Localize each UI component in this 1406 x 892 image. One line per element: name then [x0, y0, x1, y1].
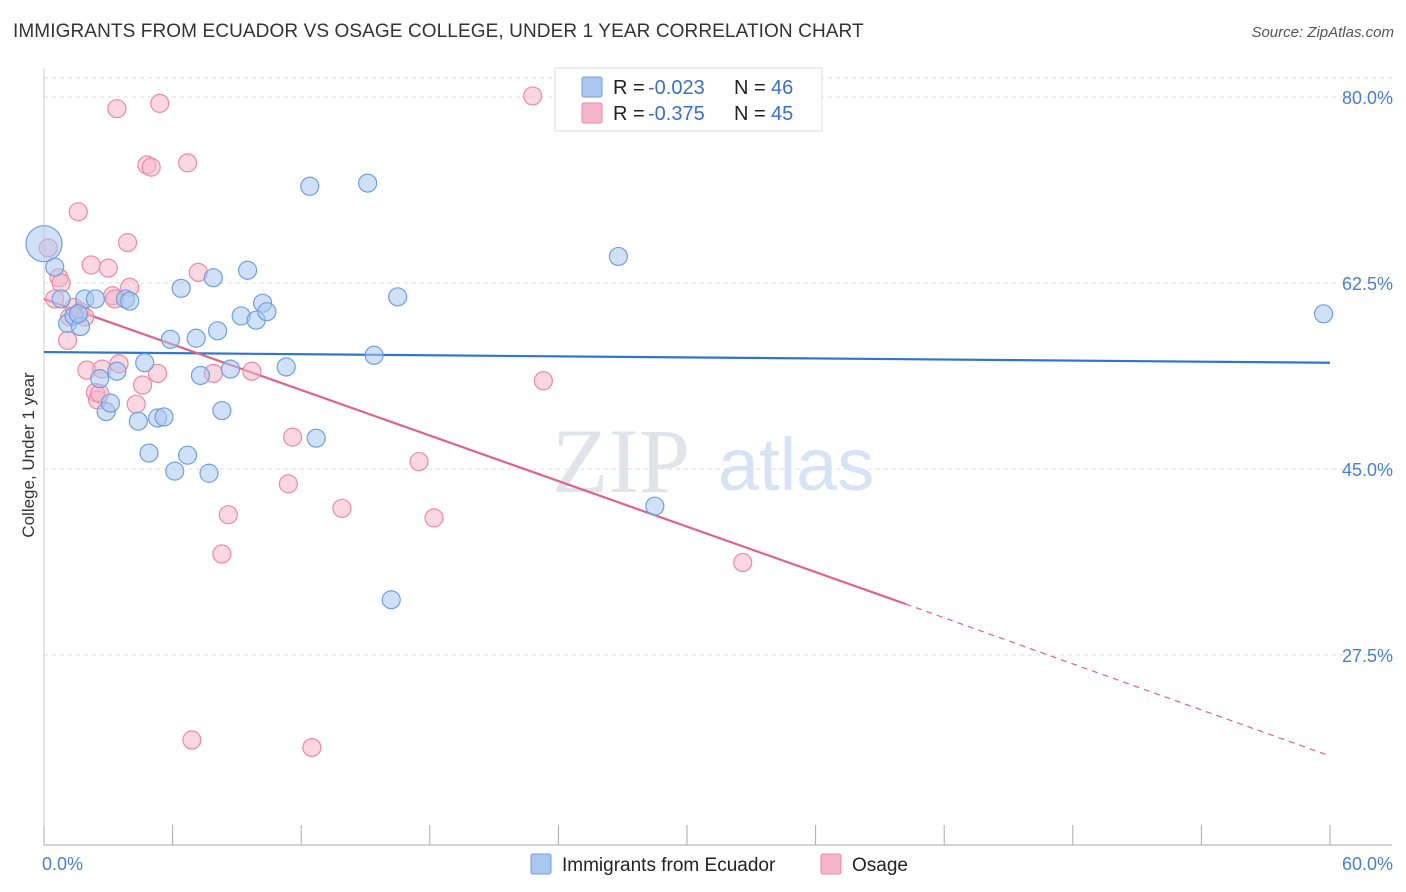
legend-n-value-1: 46 — [771, 77, 793, 99]
chart-title: IMMIGRANTS FROM ECUADOR VS OSAGE COLLEGE… — [13, 21, 864, 42]
bottom-legend-swatch-ecuador — [530, 853, 552, 875]
point-osage-38 — [332, 498, 352, 518]
bottom-legend-swatch-osage — [820, 853, 842, 875]
y-tick-labels: 80.0% 62.5% 45.0% 27.5% — [1342, 88, 1393, 666]
point-ecuador-40 — [381, 590, 401, 610]
x-tick-label-1: 60.0% — [1342, 854, 1393, 874]
point-osage-3 — [51, 273, 71, 293]
point-osage-37 — [302, 737, 322, 758]
trend-lines — [43, 297, 1331, 757]
point-ecuador-38 — [358, 173, 378, 193]
x-tick-label-0: 0.0% — [42, 854, 83, 874]
point-ecuador-39 — [364, 345, 384, 365]
point-ecuador-15 — [135, 353, 155, 373]
legend-n-label-2: N = — [734, 103, 766, 125]
point-osage-33 — [218, 505, 238, 525]
point-ecuador-18 — [154, 407, 174, 427]
point-osage-34 — [242, 361, 262, 381]
point-ecuador-23 — [186, 328, 206, 348]
point-ecuador-8 — [90, 369, 110, 389]
bottom-legend: Immigrants from Ecuador Osage — [530, 853, 908, 876]
point-osage-41 — [523, 86, 543, 106]
point-osage-42 — [533, 371, 553, 391]
legend-r-value-2: -0.375 — [648, 103, 705, 125]
watermark-zip: ZIP — [552, 410, 690, 512]
point-osage-22 — [126, 394, 146, 414]
point-osage-16 — [98, 258, 118, 278]
point-ecuador-13 — [120, 291, 140, 311]
data-points — [25, 86, 1334, 758]
point-osage-43 — [733, 552, 753, 573]
legend-r-label-2: R = — [613, 103, 645, 125]
legend-r-label-1: R = — [613, 77, 645, 99]
point-ecuador-42 — [608, 246, 629, 267]
legend-n-label-1: N = — [734, 77, 766, 99]
point-ecuador-45 — [68, 304, 88, 324]
point-osage-7 — [68, 202, 88, 222]
y-tick-label-0: 80.0% — [1342, 88, 1393, 108]
point-ecuador-43 — [645, 496, 665, 516]
y-axis-label: College, Under 1 year — [19, 372, 38, 538]
point-osage-18 — [107, 99, 127, 119]
point-ecuador-29 — [220, 359, 241, 379]
point-osage-4 — [57, 330, 78, 350]
point-ecuador-24 — [190, 365, 211, 386]
point-osage-36 — [283, 427, 303, 447]
watermark: ZIP atlas — [552, 410, 874, 512]
x-tick-labels: 0.0% 60.0% — [42, 854, 1393, 874]
point-osage-25 — [141, 157, 161, 177]
point-osage-29 — [182, 730, 202, 750]
axes — [43, 68, 1392, 846]
legend-swatch-osage — [581, 102, 603, 124]
point-ecuador-19 — [160, 329, 181, 349]
point-ecuador-16 — [139, 443, 159, 463]
point-ecuador-35 — [276, 357, 296, 377]
point-osage-40 — [424, 508, 444, 528]
point-ecuador-28 — [212, 400, 232, 421]
trend-line-osage — [43, 297, 906, 606]
bottom-legend-label-osage: Osage — [852, 855, 908, 876]
y-tick-label-1: 62.5% — [1342, 274, 1393, 294]
point-ecuador-10 — [100, 393, 121, 413]
point-ecuador-44 — [1313, 304, 1334, 324]
point-ecuador-21 — [171, 278, 191, 298]
source-label: Source: ZipAtlas.com — [1251, 24, 1394, 41]
legend: R = -0.023 N = 46 R = -0.375 N = 45 — [554, 67, 823, 132]
point-osage-35 — [278, 474, 298, 494]
point-ecuador-27 — [208, 321, 228, 341]
point-osage-28 — [178, 153, 198, 173]
point-osage-26 — [147, 363, 168, 383]
point-ecuador-26 — [203, 268, 223, 288]
legend-n-value-2: 45 — [771, 103, 793, 125]
watermark-atlas: atlas — [718, 423, 874, 506]
y-tick-label-2: 45.0% — [1342, 460, 1393, 480]
point-osage-20 — [117, 233, 138, 253]
point-osage-39 — [409, 451, 429, 472]
trend-line-ecuador — [43, 350, 1331, 364]
point-ecuador-7 — [85, 289, 106, 309]
point-ecuador-34 — [257, 302, 277, 322]
point-ecuador-41 — [388, 287, 408, 307]
point-ecuador-25 — [199, 463, 219, 483]
point-ecuador-11 — [107, 361, 127, 381]
point-ecuador-1 — [45, 257, 65, 277]
point-ecuador-14 — [128, 411, 148, 431]
point-osage-32 — [212, 544, 232, 564]
point-ecuador-0 — [25, 225, 63, 263]
point-ecuador-22 — [178, 445, 198, 465]
legend-r-value-1: -0.023 — [648, 77, 705, 99]
point-ecuador-37 — [306, 428, 326, 448]
y-tick-label-3: 27.5% — [1342, 646, 1393, 666]
point-osage-11 — [81, 255, 101, 275]
trend-line-osage-extension — [905, 603, 1331, 757]
point-osage-27 — [150, 93, 170, 113]
point-ecuador-20 — [165, 461, 185, 481]
point-ecuador-36 — [300, 176, 320, 196]
legend-swatch-ecuador — [581, 76, 603, 98]
point-osage-23 — [132, 375, 153, 395]
bottom-legend-label-ecuador: Immigrants from Ecuador — [562, 855, 776, 876]
point-ecuador-31 — [238, 260, 258, 280]
point-ecuador-2 — [51, 289, 71, 309]
